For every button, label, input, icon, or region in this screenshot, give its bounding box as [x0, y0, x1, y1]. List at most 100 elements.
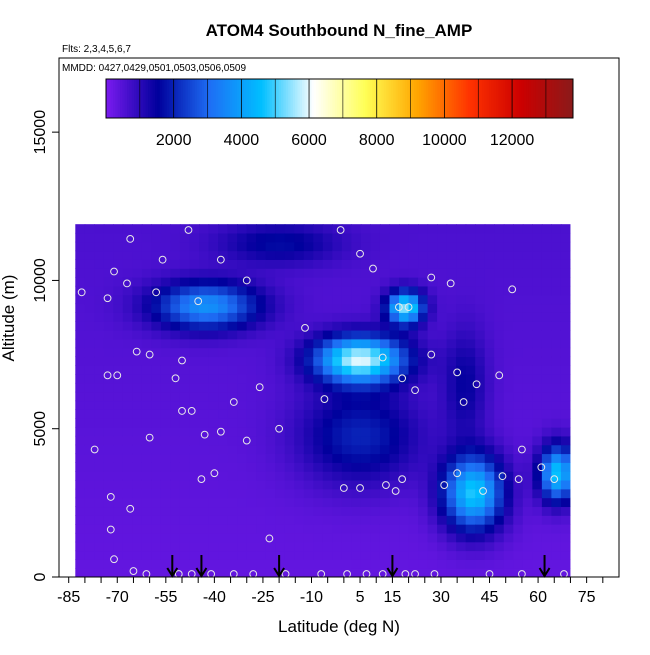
heatmap-cell	[179, 532, 191, 543]
heatmap-cell	[360, 303, 372, 313]
heatmap-cell	[465, 409, 476, 419]
heatmap-cell	[294, 356, 305, 366]
colorbar-segment	[388, 79, 392, 118]
heatmap-cell	[237, 321, 248, 331]
heatmap-cell	[522, 409, 533, 419]
heatmap-cell	[313, 462, 324, 472]
heatmap-cell	[322, 259, 333, 269]
heatmap-cell	[389, 409, 400, 419]
heatmap-cell	[437, 559, 448, 569]
colorbar-segment	[561, 79, 565, 118]
heatmap-cell	[560, 506, 571, 516]
sample-point	[106, 525, 115, 534]
heatmap-cell	[75, 347, 86, 358]
heatmap-cell	[113, 497, 124, 508]
heatmap-cell	[494, 321, 505, 331]
heatmap-cell	[475, 277, 486, 287]
heatmap-cell	[141, 232, 152, 243]
heatmap-cell	[437, 259, 448, 269]
heatmap-cell	[189, 268, 200, 278]
heatmap-cell	[151, 515, 162, 525]
heatmap-cell	[437, 435, 448, 446]
heatmap-cell	[256, 285, 267, 296]
colorbar-segment	[523, 79, 527, 118]
heatmap-cell	[94, 559, 105, 569]
heatmap-cell	[303, 294, 314, 305]
sample-point	[336, 226, 345, 234]
heatmap-cell	[560, 550, 571, 560]
heatmap-cell	[437, 391, 448, 402]
colorbar-segment	[369, 79, 373, 118]
heatmap-cell	[560, 418, 571, 428]
heatmap-cell	[313, 418, 324, 428]
heatmap-cell	[246, 374, 257, 384]
heatmap-cell	[503, 488, 514, 499]
heatmap-cell	[113, 479, 124, 490]
colorbar-segment	[449, 79, 453, 118]
colorbar-segment	[509, 79, 513, 118]
heatmap-cell	[275, 285, 286, 296]
colorbar-segment	[164, 79, 168, 118]
heatmap-cell	[541, 453, 552, 463]
heatmap-cell	[465, 294, 476, 305]
heatmap-cell	[456, 559, 467, 569]
heatmap-cell	[379, 303, 391, 313]
heatmap-cell	[246, 303, 257, 313]
colorbar-segment	[432, 79, 436, 118]
heatmap-cell	[284, 321, 295, 331]
heatmap-cell	[303, 550, 314, 560]
heatmap-cell	[465, 232, 476, 243]
heatmap-cell	[532, 277, 543, 287]
heatmap-cell	[103, 268, 114, 278]
heatmap-cell	[132, 524, 143, 534]
heatmap-cell	[446, 409, 457, 419]
heatmap-cell	[113, 321, 124, 331]
heatmap-cell	[284, 312, 295, 322]
heatmap-cell	[265, 488, 276, 499]
heatmap-cell	[399, 268, 410, 278]
heatmap-cell	[303, 506, 314, 516]
heatmap-cell	[322, 568, 333, 578]
heatmap-cell	[208, 312, 219, 322]
heatmap-cell	[256, 515, 267, 525]
heatmap-cell	[141, 400, 152, 410]
heatmap-cell	[208, 268, 219, 278]
heatmap-cell	[446, 506, 457, 516]
heatmap-cell	[484, 321, 495, 331]
heatmap-cell	[103, 347, 114, 358]
heatmap-cell	[475, 321, 486, 331]
heatmap-cell	[341, 294, 352, 305]
heatmap-cell	[513, 462, 524, 472]
heatmap-cell	[303, 524, 314, 534]
heatmap-cell	[189, 532, 200, 543]
heatmap-cell	[246, 559, 257, 569]
heatmap-cell	[494, 294, 505, 305]
heatmap-cell	[503, 232, 514, 243]
heatmap-cell	[332, 506, 343, 516]
heatmap-cell	[418, 374, 429, 384]
heatmap-cell	[465, 338, 476, 349]
heatmap-cell	[284, 329, 295, 340]
heatmap-cell	[427, 321, 438, 331]
heatmap-cell	[284, 453, 295, 463]
heatmap-cell	[179, 409, 191, 419]
heatmap-cell	[218, 268, 229, 278]
heatmap-cell	[532, 471, 543, 481]
colorbar-segment	[129, 79, 133, 118]
heatmap-cell	[513, 382, 524, 393]
heatmap-cell	[551, 524, 562, 534]
heatmap-cell	[360, 268, 372, 278]
colorbar-segment	[563, 79, 567, 118]
heatmap-cell	[94, 365, 105, 375]
colorbar-tick-label: 10000	[422, 132, 467, 149]
heatmap-cell	[456, 391, 467, 402]
heatmap-cell	[84, 382, 95, 393]
colorbar-segment	[267, 79, 270, 118]
heatmap-cell	[370, 374, 381, 384]
colorbar-segment	[255, 79, 259, 118]
heatmap-cell	[265, 559, 276, 569]
colorbar-segment	[390, 79, 394, 118]
sample-point	[126, 235, 135, 243]
heatmap-cell	[418, 559, 429, 569]
